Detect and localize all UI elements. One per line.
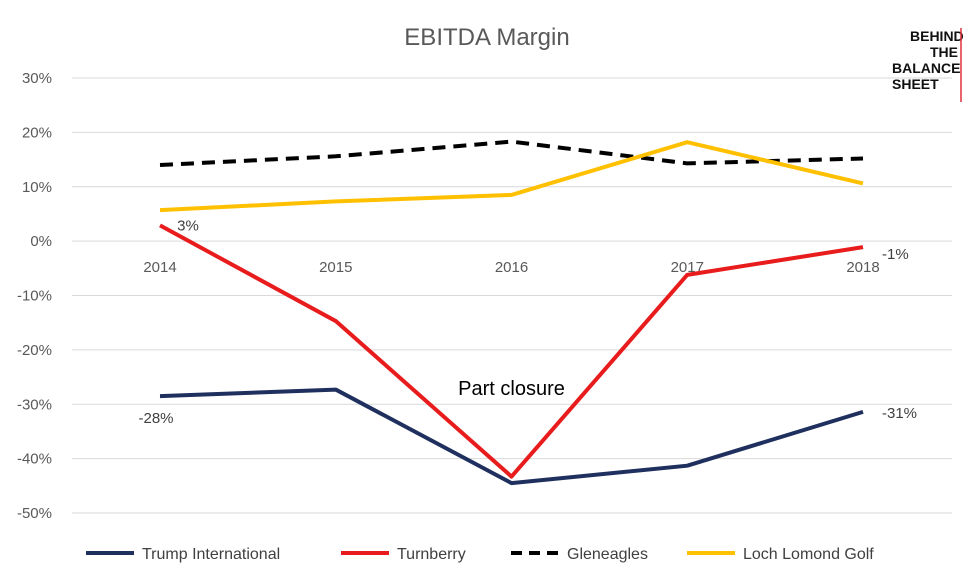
series-line-turnberry [159, 223, 864, 479]
legend-label-turnberry: Turnberry [397, 546, 466, 563]
y-tick-label: -50% [17, 505, 52, 522]
chart-title: EBITDA Margin [404, 24, 569, 51]
y-tick-label: -20% [17, 342, 52, 359]
y-tick-label: -30% [17, 396, 52, 413]
series-line-loch-lomond-golf [159, 140, 864, 213]
legend-label-trump-international: Trump International [142, 546, 280, 563]
annotation-part-closure: Part closure [458, 378, 565, 400]
data-labels: 3% -1% -28% -31% [138, 217, 917, 427]
x-tick-label: 2016 [495, 259, 528, 276]
data-label: -31% [882, 405, 917, 422]
y-tick-label: -10% [17, 288, 52, 305]
legend-label-gleneagles: Gleneagles [567, 546, 648, 563]
data-label: 3% [177, 217, 199, 234]
y-tick-label: 10% [22, 179, 52, 196]
x-tick-label: 2014 [143, 259, 176, 276]
legend-label-loch-lomond-golf: Loch Lomond Golf [743, 546, 874, 563]
y-tick-label: 30% [22, 70, 52, 87]
logo-line-2: THE [930, 44, 958, 60]
series-line-trump-international [159, 387, 864, 486]
y-tick-label: 20% [22, 124, 52, 141]
x-tick-label: 2015 [319, 259, 352, 276]
annotations: Part closure [458, 378, 565, 400]
logo-line-1: BEHIND [910, 28, 964, 44]
logo-line-4: SHEET [892, 76, 939, 92]
series-line-gleneagles [159, 139, 864, 167]
series-lines [159, 139, 864, 486]
logo-line-3: BALANCE [892, 60, 960, 76]
brand-logo: BEHIND THE BALANCE SHEET [892, 28, 964, 102]
gridlines [72, 77, 952, 514]
y-tick-label: 0% [30, 233, 52, 250]
y-tick-label: -40% [17, 451, 52, 468]
x-axis-ticks: 2014 2015 2016 2017 2018 [143, 259, 879, 276]
legend: Trump International Turnberry Gleneagles Lo… [86, 546, 874, 563]
y-axis-ticks: 30% 20% 10% 0% -10% -20% -30% -40% -50% [17, 70, 52, 522]
data-label: -28% [138, 410, 173, 427]
data-label: -1% [882, 246, 909, 263]
x-tick-label: 2018 [846, 259, 879, 276]
